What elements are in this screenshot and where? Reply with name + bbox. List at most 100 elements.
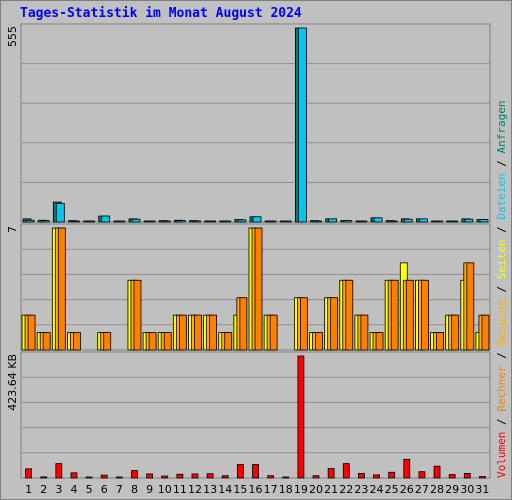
chart-title: Tages-Statistik im Monat August 2024 xyxy=(20,6,302,21)
bar-volume-volumen-day-28 xyxy=(433,465,441,479)
bar-pages-visits-hosts-rechner-day-27 xyxy=(421,279,429,351)
bar-requests-files-dateien-day-15 xyxy=(237,219,247,223)
bar-volume-volumen-day-5 xyxy=(85,476,93,479)
bar-pages-visits-hosts-rechner-day-10 xyxy=(163,332,172,351)
bar-pages-visits-hosts-rechner-day-14 xyxy=(224,332,233,351)
bar-volume-volumen-day-11 xyxy=(176,473,184,479)
legend-besuche: Besuche xyxy=(495,299,508,345)
day-label-29: 29 xyxy=(445,483,459,496)
day-label-15: 15 xyxy=(233,483,247,496)
bar-pages-visits-hosts-rechner-day-12 xyxy=(194,314,202,351)
bar-requests-files-dateien-day-10 xyxy=(161,220,171,223)
day-label-6: 6 xyxy=(101,483,108,496)
bar-requests-files-dateien-day-24 xyxy=(373,217,383,223)
legend-dateien: Dateien xyxy=(495,173,508,219)
bar-volume-volumen-day-25 xyxy=(388,471,396,479)
bar-requests-files-dateien-day-13 xyxy=(207,220,217,223)
series-legend: Volumen / Rechner / Besuche / Seiten / D… xyxy=(495,100,508,478)
bar-requests-files-dateien-day-8 xyxy=(131,218,141,223)
day-label-5: 5 xyxy=(86,483,93,496)
day-label-12: 12 xyxy=(188,483,202,496)
bar-volume-volumen-day-7 xyxy=(115,476,123,479)
bar-requests-files-dateien-day-4 xyxy=(71,220,80,223)
day-label-27: 27 xyxy=(415,483,429,496)
bar-requests-files-dateien-day-12 xyxy=(192,220,201,223)
bar-pages-visits-hosts-rechner-day-3 xyxy=(57,227,66,351)
bar-pages-visits-hosts-rechner-day-20 xyxy=(315,332,323,351)
bar-volume-volumen-day-26 xyxy=(403,458,411,479)
bar-pages-visits-hosts-rechner-day-17 xyxy=(269,314,278,351)
bar-volume-volumen-day-15 xyxy=(236,464,244,479)
bar-volume-volumen-day-24 xyxy=(373,474,380,479)
bar-volume-volumen-day-29 xyxy=(448,474,456,479)
bar-pages-visits-hosts-rechner-day-4 xyxy=(73,332,81,351)
bar-requests-files-dateien-day-17 xyxy=(267,220,277,223)
bar-pages-visits-hosts-rechner-day-6 xyxy=(103,332,112,351)
day-label-9: 9 xyxy=(146,483,153,496)
bar-pages-visits-hosts-rechner-day-30 xyxy=(466,262,475,351)
bar-pages-visits-hosts-rechner-day-8 xyxy=(133,279,142,351)
bar-requests-files-dateien-day-31 xyxy=(479,219,489,223)
bar-requests-files-dateien-day-7 xyxy=(116,220,126,223)
day-label-4: 4 xyxy=(70,483,77,496)
bar-volume-volumen-day-17 xyxy=(267,475,275,479)
day-label-24: 24 xyxy=(370,483,384,496)
bar-requests-files-dateien-day-1 xyxy=(25,219,35,223)
bar-requests-files-dateien-day-2 xyxy=(40,220,50,223)
bar-volume-volumen-day-14 xyxy=(221,475,229,479)
bar-requests-files-dateien-day-26 xyxy=(403,218,413,223)
bar-requests-files-dateien-day-28 xyxy=(434,220,443,223)
bar-pages-visits-hosts-rechner-day-24 xyxy=(375,332,384,351)
bar-requests-files-dateien-day-11 xyxy=(176,220,186,223)
legend-seiten: Seiten xyxy=(495,240,508,280)
bar-volume-volumen-day-16 xyxy=(252,464,259,479)
legend-separator: / xyxy=(495,279,508,299)
bar-requests-files-dateien-day-19 xyxy=(297,27,307,223)
legend-volumen: Volumen xyxy=(495,432,508,478)
bar-requests-files-dateien-day-30 xyxy=(464,218,474,223)
day-label-25: 25 xyxy=(385,483,399,496)
legend-rechner: Rechner xyxy=(495,365,508,412)
legend-separator: / xyxy=(495,220,508,240)
day-label-20: 20 xyxy=(309,483,323,496)
day-label-10: 10 xyxy=(158,483,172,496)
bar-pages-visits-hosts-rechner-day-13 xyxy=(209,314,218,351)
bar-pages-visits-hosts-rechner-day-1 xyxy=(27,314,36,351)
bar-volume-volumen-day-23 xyxy=(358,472,365,479)
bar-requests-files-dateien-day-18 xyxy=(282,220,292,223)
ymax-label-requests-files: 555 xyxy=(6,26,19,47)
bar-requests-files-dateien-day-14 xyxy=(222,220,232,223)
legend-separator: / xyxy=(495,346,508,366)
bar-volume-volumen-day-31 xyxy=(479,476,486,479)
bar-pages-visits-hosts-rechner-day-11 xyxy=(178,314,187,351)
day-label-30: 30 xyxy=(460,483,474,496)
bar-volume-volumen-day-4 xyxy=(70,472,78,479)
bar-volume-volumen-day-20 xyxy=(312,475,320,479)
bar-volume-volumen-day-30 xyxy=(463,472,471,479)
bar-pages-visits-hosts-rechner-day-15 xyxy=(239,297,248,351)
bar-requests-files-dateien-day-25 xyxy=(388,220,398,223)
day-label-31: 31 xyxy=(475,483,489,496)
day-label-18: 18 xyxy=(279,483,293,496)
bar-volume-volumen-day-12 xyxy=(191,473,199,479)
day-label-22: 22 xyxy=(339,483,353,496)
panel-volume xyxy=(20,351,491,479)
bar-volume-volumen-day-2 xyxy=(40,476,48,479)
bar-pages-visits-hosts-rechner-day-2 xyxy=(42,332,51,351)
bar-pages-visits-hosts-rechner-day-23 xyxy=(360,314,369,351)
day-label-28: 28 xyxy=(430,483,444,496)
day-label-21: 21 xyxy=(324,483,338,496)
bar-volume-volumen-day-18 xyxy=(282,476,290,479)
bar-volume-volumen-day-3 xyxy=(55,463,63,479)
day-label-19: 19 xyxy=(294,483,308,496)
day-label-14: 14 xyxy=(218,483,232,496)
bar-requests-files-dateien-day-22 xyxy=(343,220,353,223)
bar-pages-visits-hosts-rechner-day-9 xyxy=(148,332,157,351)
legend-separator: / xyxy=(495,412,508,432)
bar-pages-visits-hosts-rechner-day-29 xyxy=(451,314,460,351)
day-label-11: 11 xyxy=(173,483,187,496)
ymax-label-volume: 423.64 KB xyxy=(6,354,19,411)
day-label-16: 16 xyxy=(249,483,263,496)
bar-volume-volumen-day-8 xyxy=(131,470,138,479)
